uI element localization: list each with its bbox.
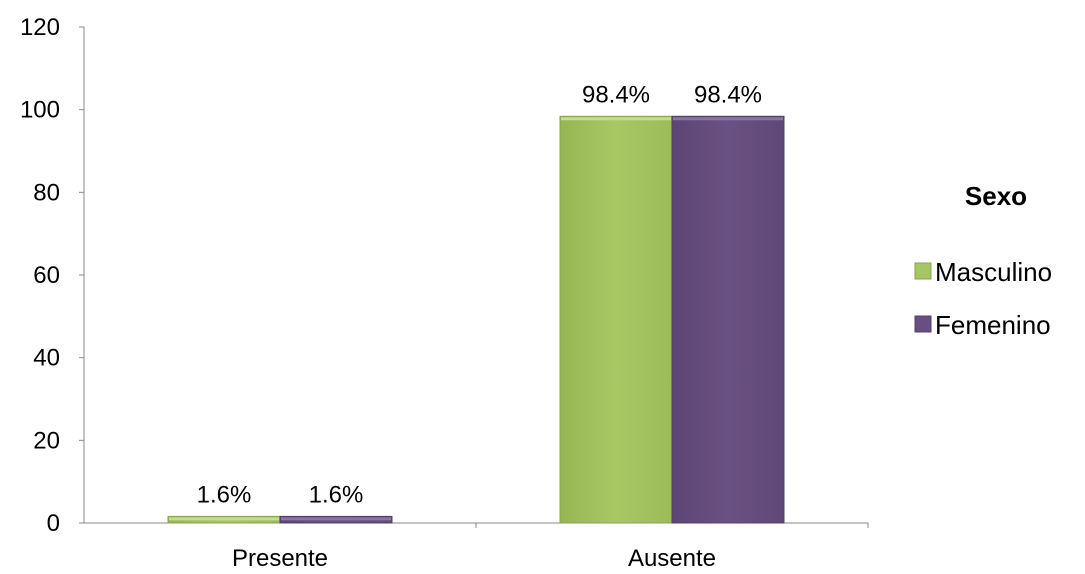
y-tick-label: 60 xyxy=(33,262,60,289)
legend-label: Masculino xyxy=(935,257,1052,287)
legend-item-femenino: Femenino xyxy=(914,310,1051,340)
bar-bevel xyxy=(673,117,783,121)
bar-femenino-ausente xyxy=(671,115,785,524)
bar-bevel xyxy=(561,117,671,121)
data-label: 98.4% xyxy=(694,81,762,108)
y-tick-label: 120 xyxy=(20,14,60,41)
y-tick-label: 0 xyxy=(47,510,60,537)
x-tick-label: Presente xyxy=(232,545,328,572)
data-label: 98.4% xyxy=(582,81,650,108)
plot-area: 0 20 40 60 80 100 120 1.6% 1.6% Presente 98.4% 98.4… xyxy=(20,14,869,572)
legend-swatch xyxy=(914,262,932,280)
y-tick-label: 40 xyxy=(33,345,60,372)
y-tick-label: 20 xyxy=(33,427,60,454)
bar-masculino-ausente xyxy=(559,115,673,524)
legend-title: Sexo xyxy=(965,181,1027,211)
data-label: 1.6% xyxy=(197,481,252,508)
y-tick-label: 100 xyxy=(20,97,60,124)
data-label: 1.6% xyxy=(309,481,364,508)
legend: Sexo Masculino Femenino xyxy=(914,181,1052,340)
bar-bevel xyxy=(169,517,279,521)
x-tick-label: Ausente xyxy=(628,545,716,572)
bar-bevel xyxy=(281,517,391,521)
legend-item-masculino: Masculino xyxy=(914,257,1052,287)
legend-swatch xyxy=(914,315,932,333)
y-tick-label: 80 xyxy=(33,179,60,206)
legend-label: Femenino xyxy=(935,310,1051,340)
